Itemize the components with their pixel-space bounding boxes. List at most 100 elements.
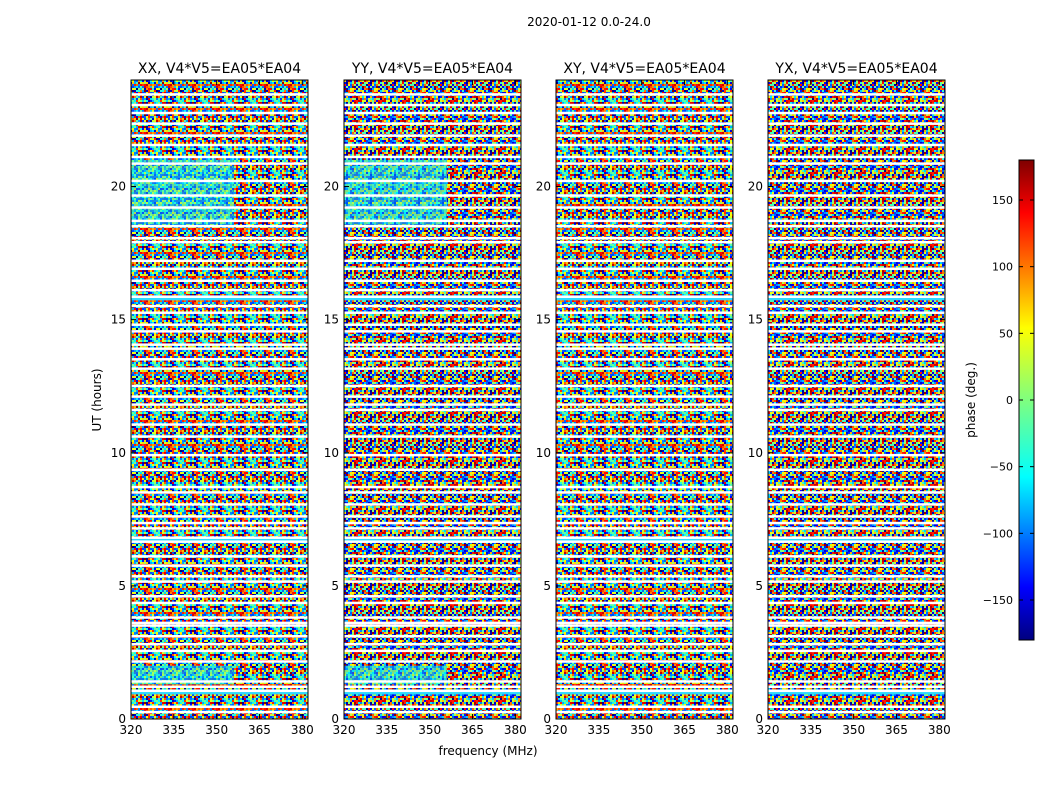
flagged-row: [344, 330, 521, 333]
panel-yx: YX, V4*V5=EA05*EA04 320 335 350 365 380 0 5 10 15…: [748, 61, 951, 737]
flagged-row: [131, 685, 308, 689]
y-tick-label: 15: [111, 313, 126, 327]
flagged-row: [768, 555, 945, 558]
flagged-row: [556, 367, 733, 370]
flagged-row: [556, 162, 733, 165]
flagged-row: [344, 194, 521, 197]
flagged-row: [344, 423, 521, 426]
flagged-row: [344, 408, 521, 412]
x-tick-label: 350: [205, 723, 228, 737]
flagged-row: [768, 343, 945, 346]
flagged-row: [768, 634, 945, 638]
flagged-row: [556, 279, 733, 283]
flagged-row: [344, 680, 521, 683]
flagged-row: [131, 435, 308, 438]
flagged-row: [131, 680, 308, 683]
y-tick-label: 5: [118, 579, 126, 593]
flagged-row: [131, 423, 308, 426]
flagged-row: [344, 395, 521, 398]
flagged-row: [131, 689, 308, 693]
flagged-row: [131, 408, 308, 412]
flagged-row: [556, 343, 733, 346]
flagged-row: [131, 103, 308, 107]
flagged-row: [768, 347, 945, 350]
flagged-row: [768, 660, 945, 663]
flagged-row: [768, 595, 945, 598]
panel-yy: YY, V4*V5=EA05*EA04 320 335 350 365 380 0 5 10 15…: [324, 61, 527, 737]
y-tick-label: 10: [111, 446, 126, 460]
flagged-row: [344, 435, 521, 438]
flagged-row: [556, 468, 733, 472]
colorbar-tick-label: −50: [990, 461, 1013, 474]
colorbar-label: phase (deg.): [964, 362, 978, 438]
flagged-row: [344, 347, 521, 350]
flagged-row: [344, 660, 521, 663]
flagged-row: [556, 649, 733, 653]
flagged-row: [131, 575, 308, 578]
panel-title: YX, V4*V5=EA05*EA04: [774, 61, 937, 77]
flagged-row: [556, 595, 733, 598]
flagged-row: [556, 311, 733, 314]
flagged-row: [344, 143, 521, 147]
flagged-row: [556, 540, 733, 543]
flagged-row: [344, 122, 521, 125]
flagged-row: [131, 240, 308, 244]
flagged-row: [131, 705, 308, 709]
colorbar-tick-label: −150: [983, 594, 1013, 607]
flagged-row: [131, 323, 308, 326]
flagged-row: [768, 384, 945, 388]
flagged-row: [768, 236, 945, 240]
flagged-row: [556, 680, 733, 683]
flagged-row: [344, 705, 521, 709]
flagged-row: [131, 527, 308, 530]
flagged-row: [768, 575, 945, 578]
flagged-row: [344, 595, 521, 598]
bright-strip: [131, 537, 308, 543]
flagged-row: [344, 710, 521, 714]
phase-image: [768, 80, 945, 719]
flagged-row: [556, 601, 733, 605]
flagged-row: [344, 295, 521, 298]
flagged-row: [768, 279, 945, 283]
flagged-row: [556, 403, 733, 406]
flagged-row: [131, 660, 308, 663]
y-tick-label: 10: [324, 446, 339, 460]
flagged-row: [768, 103, 945, 107]
flagged-row: [131, 179, 308, 183]
flagged-row: [131, 616, 308, 619]
flagged-row: [344, 288, 521, 292]
flagged-row: [556, 323, 733, 326]
flagged-row: [344, 206, 521, 209]
flagged-row: [344, 601, 521, 605]
flagged-row: [131, 259, 308, 263]
flagged-row: [131, 403, 308, 406]
flagged-row: [768, 453, 945, 457]
flagged-row: [131, 330, 308, 333]
flagged-row: [556, 408, 733, 412]
flagged-row: [131, 267, 308, 271]
flagged-row: [344, 580, 521, 583]
flagged-row: [768, 179, 945, 183]
flagged-row: [556, 536, 733, 539]
flagged-row: [131, 634, 308, 638]
y-tick-label: 10: [536, 446, 551, 460]
x-tick-label: 365: [673, 723, 696, 737]
y-tick-label: 15: [536, 313, 551, 327]
flagged-row: [344, 616, 521, 619]
flagged-row: [131, 219, 308, 223]
flagged-row: [556, 395, 733, 398]
flagged-row: [131, 134, 308, 137]
flagged-row: [556, 134, 733, 137]
flagged-row: [344, 179, 521, 183]
flagged-row: [768, 194, 945, 197]
flagged-row: [556, 347, 733, 350]
flagged-row: [556, 179, 733, 183]
flagged-row: [344, 468, 521, 472]
y-tick-label: 0: [755, 712, 763, 726]
flagged-row: [556, 423, 733, 426]
x-tick-label: 365: [885, 723, 908, 737]
flagged-row: [131, 206, 308, 209]
flagged-row: [131, 515, 308, 518]
flagged-row: [556, 616, 733, 619]
flagged-row: [131, 295, 308, 298]
